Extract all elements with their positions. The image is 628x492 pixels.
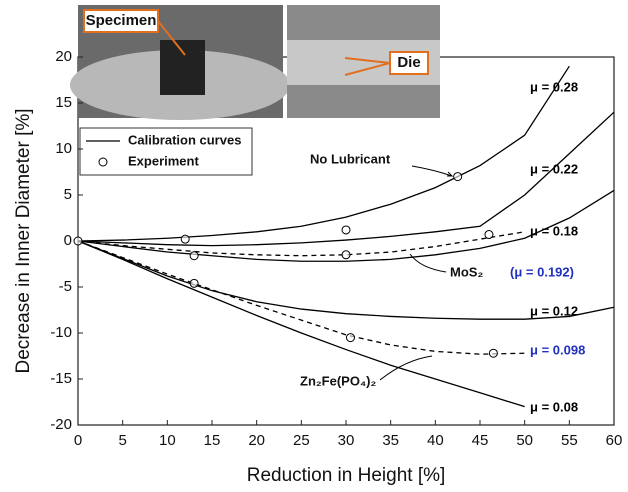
y-tick-label: 0 — [64, 232, 72, 249]
x-axis-label: Reduction in Height [%] — [247, 465, 446, 486]
annotation-arrow — [380, 356, 432, 380]
x-tick-label: 0 — [74, 432, 82, 449]
annotations: No Lubricant MoS₂ Zn₂Fe(PO₄)₂ — [300, 151, 483, 388]
legend: Calibration curves Experiment — [80, 128, 252, 175]
x-tick-label: 25 — [293, 432, 310, 449]
y-tick-label: -10 — [50, 324, 72, 341]
legend-label: Calibration curves — [128, 132, 241, 147]
inset-label: Specimen — [86, 12, 157, 29]
chart: Reduction in Height [%] Decrease in Inne… — [0, 0, 628, 492]
y-tick-label: 15 — [55, 94, 72, 111]
y-tick-label: 5 — [64, 186, 72, 203]
y-tick-label: 10 — [55, 140, 72, 157]
x-tick-label: 30 — [338, 432, 355, 449]
experiment-point — [489, 349, 497, 357]
y-tick-label: 20 — [55, 48, 72, 65]
series-label: μ = 0.098 — [530, 342, 585, 357]
inset-photos: Specimen Die — [70, 5, 440, 120]
x-tick-label: 45 — [472, 432, 489, 449]
series-label: μ = 0.18 — [530, 223, 578, 238]
experiment-point — [181, 235, 189, 243]
legend-label: Experiment — [128, 153, 199, 168]
inset-label: Die — [397, 54, 420, 71]
y-axis-label: Decrease in Inner Diameter [%] — [13, 108, 34, 373]
x-tick-label: 15 — [204, 432, 221, 449]
y-tick-label: -20 — [50, 416, 72, 433]
experiment-point — [342, 226, 350, 234]
experiment-point — [485, 231, 493, 239]
x-tick-label: 35 — [382, 432, 399, 449]
experiment-point — [74, 237, 82, 245]
experiment-point — [454, 173, 462, 181]
x-tick-label: 50 — [516, 432, 533, 449]
legend-marker — [99, 158, 107, 166]
series-label: (μ = 0.192) — [510, 264, 574, 279]
annotation-arrow — [412, 166, 452, 176]
experiment-point — [190, 279, 198, 287]
series-label: μ = 0.22 — [530, 161, 578, 176]
x-tick-label: 20 — [248, 432, 265, 449]
y-tick-label: -5 — [59, 278, 72, 295]
series-label: μ = 0.12 — [530, 303, 578, 318]
x-tick-label: 60 — [606, 432, 623, 449]
annotation: MoS₂ — [450, 264, 483, 279]
photo-die — [160, 40, 205, 95]
experiment-point — [346, 334, 354, 342]
x-tick-label: 55 — [561, 432, 578, 449]
series-label: μ = 0.28 — [530, 79, 578, 94]
series-label: μ = 0.08 — [530, 399, 578, 414]
y-tick-label: -15 — [50, 370, 72, 387]
experiment-point — [342, 251, 350, 259]
experiment-point — [190, 252, 198, 260]
x-tick-label: 10 — [159, 432, 176, 449]
x-tick-label: 40 — [427, 432, 444, 449]
annotation: Zn₂Fe(PO₄)₂ — [300, 373, 376, 388]
calibration-curve — [78, 241, 525, 354]
annotation: No Lubricant — [310, 151, 391, 166]
x-tick-label: 5 — [118, 432, 126, 449]
